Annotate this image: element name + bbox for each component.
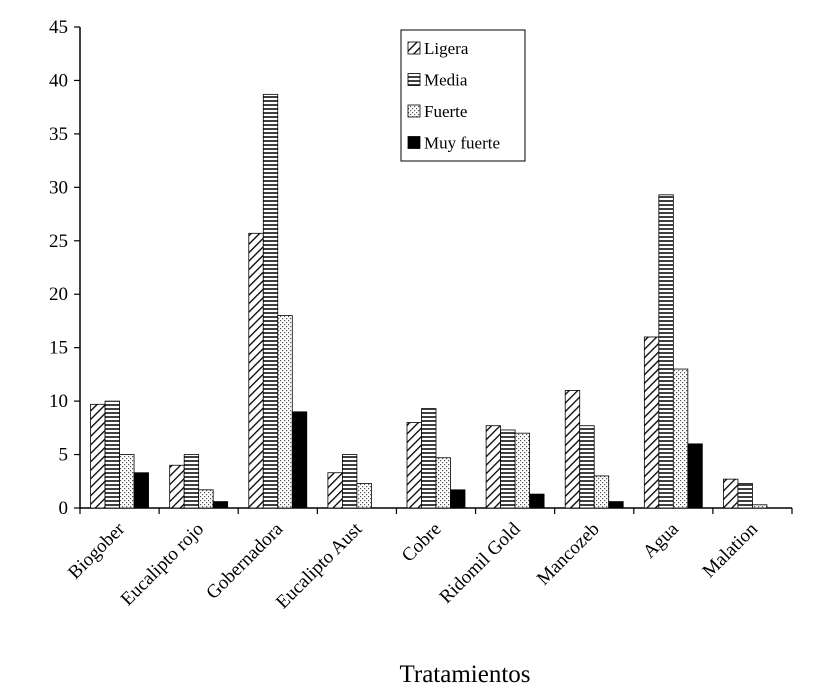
bars bbox=[90, 93, 768, 509]
bar-media-1 bbox=[183, 454, 200, 509]
bar-media-6 bbox=[579, 425, 595, 509]
y-tick-label: 5 bbox=[59, 445, 69, 466]
bar-muy-fuerte-1 bbox=[212, 501, 229, 509]
y-tick-label: 15 bbox=[49, 338, 68, 359]
y-tick-label: 30 bbox=[49, 177, 68, 198]
bar-ligera-6 bbox=[564, 390, 581, 509]
bar-fuerte-8 bbox=[752, 504, 768, 509]
legend-label: Fuerte bbox=[424, 102, 467, 121]
bar-fuerte-7 bbox=[672, 368, 689, 509]
bar-ligera-4 bbox=[406, 422, 422, 509]
y-tick-labels: 0 5 10 15 20 25 30 35 40 45 bbox=[49, 17, 68, 519]
bar-ligera-2 bbox=[248, 232, 264, 509]
bar-media-2 bbox=[262, 93, 279, 509]
x-axis-title: Tratamientos bbox=[399, 661, 530, 688]
bar-fuerte-4 bbox=[435, 457, 451, 509]
bar-media-3 bbox=[341, 454, 358, 509]
legend-swatch-muy-fuerte bbox=[407, 136, 421, 149]
x-category-label: Gobernadora bbox=[202, 518, 287, 603]
bar-muy-fuerte-5 bbox=[529, 493, 545, 509]
legend-label: Ligera bbox=[424, 39, 469, 58]
bar-media-0 bbox=[104, 400, 120, 509]
bar-media-5 bbox=[500, 429, 516, 509]
bar-fuerte-0 bbox=[119, 454, 135, 509]
bar-muy-fuerte-4 bbox=[450, 489, 466, 509]
y-tick-label: 10 bbox=[49, 391, 68, 412]
y-tick-label: 45 bbox=[49, 17, 68, 38]
bar-ligera-5 bbox=[485, 425, 502, 509]
bar-fuerte-1 bbox=[198, 489, 214, 509]
x-category-label: Biogober bbox=[64, 518, 129, 583]
legend: Ligera Media Fuerte Muy fuerte bbox=[400, 29, 526, 162]
bar-muy-fuerte-6 bbox=[608, 501, 624, 509]
legend-label: Muy fuerte bbox=[424, 134, 500, 153]
x-category-label: Eucalipto rojo bbox=[117, 519, 208, 610]
y-tick-label: 35 bbox=[49, 124, 68, 145]
bar-ligera-3 bbox=[327, 472, 343, 509]
y-tick-label: 20 bbox=[49, 284, 68, 305]
legend-swatch-media bbox=[407, 73, 421, 86]
bar-fuerte-5 bbox=[514, 432, 531, 509]
legend-swatch-ligera bbox=[407, 41, 421, 55]
x-category-label: Ridomil Gold bbox=[436, 518, 525, 607]
bar-media-7 bbox=[658, 194, 674, 509]
bar-ligera-1 bbox=[169, 464, 185, 509]
x-category-label: Mancozeb bbox=[533, 519, 604, 590]
legend-box bbox=[400, 29, 526, 162]
bar-fuerte-6 bbox=[593, 475, 610, 509]
y-tick-label: 25 bbox=[49, 231, 68, 252]
bar-muy-fuerte-2 bbox=[291, 411, 308, 509]
bar-media-8 bbox=[737, 483, 753, 509]
bar-ligera-7 bbox=[643, 336, 660, 509]
bar-muy-fuerte-7 bbox=[687, 443, 703, 509]
bar-muy-fuerte-0 bbox=[133, 472, 149, 509]
x-category-label: Cobre bbox=[398, 519, 446, 567]
legend-label: Media bbox=[424, 71, 468, 90]
x-category-label: Malation bbox=[699, 518, 763, 582]
x-category-label: Agua bbox=[639, 518, 683, 562]
bar-fuerte-2 bbox=[277, 315, 293, 509]
bar-ligera-8 bbox=[723, 478, 739, 509]
bar-media-4 bbox=[421, 408, 437, 509]
x-category-label: Eucalipto Aust bbox=[272, 518, 367, 613]
y-tick-label: 0 bbox=[59, 498, 69, 519]
bar-fuerte-3 bbox=[356, 483, 372, 509]
y-tick-label: 40 bbox=[49, 70, 68, 91]
bar-ligera-0 bbox=[90, 403, 106, 509]
legend-swatch-fuerte bbox=[407, 104, 421, 118]
